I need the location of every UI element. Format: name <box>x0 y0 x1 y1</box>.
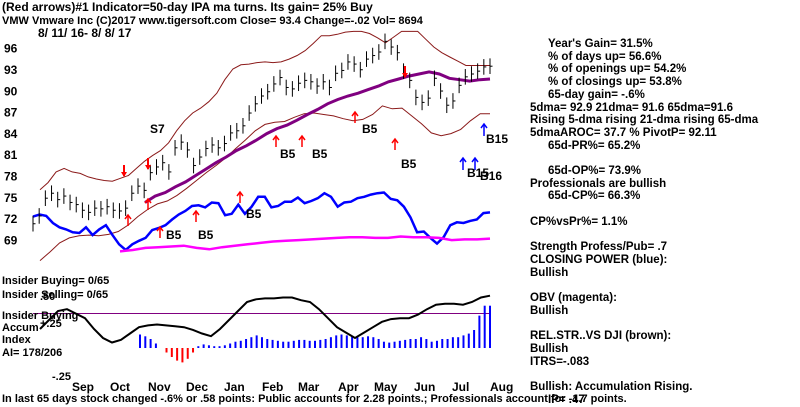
stat-line: CLOSING POWER (blue): <box>530 253 668 266</box>
stat-line: % of days up= 56.6% <box>548 50 662 63</box>
price-y-tick: 72 <box>4 212 18 226</box>
stat-line: CP%vsPr%= 1.1% <box>530 215 628 228</box>
signal-label: B5 <box>362 122 378 136</box>
insider-selling-label: Insider Selling= 0/65 <box>2 289 108 301</box>
date-range: 8/ 11/ 16- 8/ 8/ 17 <box>38 26 132 40</box>
accum-y-tick: -.25 <box>52 371 71 383</box>
x-axis-month: Dec <box>186 380 208 394</box>
price-y-tick: 87 <box>4 106 18 120</box>
stat-line: 65d-PR%= 65.2% <box>548 139 641 152</box>
closing-power-line <box>32 191 491 252</box>
stat-line: Bullish: Accumulation Rising. <box>530 380 693 393</box>
signal-label: B5 <box>401 157 417 171</box>
chart-header-line1: (Red arrows)#1 Indicator=50-day IPA ma t… <box>2 0 373 14</box>
blue-buy-arrow-head <box>471 156 479 163</box>
x-axis-month: Apr <box>338 380 359 394</box>
stat-line: IP= .47 <box>548 393 585 406</box>
blue-buy-arrow-head <box>480 122 488 129</box>
blue-buy-arrow-head <box>459 156 467 163</box>
signal-label: B16 <box>480 169 502 183</box>
chart-header-line2: VMW Vmware Inc (C)2017 www.tigersoft.com… <box>2 15 424 27</box>
x-axis-month: Sep <box>72 380 94 394</box>
stat-line: Professionals are bullish <box>530 177 667 190</box>
stat-line: 5dmaAROC= 37.7 % PivotP= 92.11 <box>530 126 717 139</box>
stat-line: % of closings up= 53.8% <box>548 76 682 89</box>
lower-band-line <box>39 105 490 261</box>
price-y-tick: 81 <box>4 148 18 162</box>
red-sell-arrow-head <box>402 73 408 78</box>
x-axis-month: Jul <box>452 380 469 394</box>
red-buy-arrow-head <box>236 190 244 197</box>
red-buy-arrow-head <box>351 110 359 117</box>
red-buy-arrow-head <box>124 213 132 220</box>
accum-y-tick: +.25 <box>40 318 62 330</box>
signal-label: B5 <box>246 207 262 221</box>
red-sell-arrow-head <box>121 172 127 177</box>
stat-line: 65d-CP%= 66.3% <box>548 190 641 203</box>
stat-line: Rising 5-dma rising 21-dma rising 65-dma <box>530 114 759 127</box>
ai-label: AI= 178/206 <box>2 347 62 359</box>
price-y-tick: 78 <box>4 169 18 183</box>
price-y-tick: 96 <box>4 42 18 56</box>
signal-label: B15 <box>467 166 489 180</box>
stat-line: Strength Profess/Pub= .7 <box>530 241 668 254</box>
signal-label: B5 <box>280 147 296 161</box>
x-axis-month: Jan <box>224 380 245 394</box>
obv-line <box>119 235 491 253</box>
accum-index-line <box>39 294 491 344</box>
stat-line: 5dma= 92.9 21dma= 91.6 65dma=91.6 <box>530 101 733 114</box>
red-buy-arrow-head <box>192 209 200 216</box>
accum-y-tick: .50 <box>40 291 55 303</box>
price-y-tick: 84 <box>4 127 18 141</box>
red-buy-arrow-head <box>144 197 152 204</box>
red-buy-arrow-head <box>391 137 399 144</box>
x-axis-month: Jun <box>414 380 435 394</box>
price-y-tick: 90 <box>4 84 18 98</box>
x-axis-month: Mar <box>298 380 320 394</box>
signal-label: B5 <box>198 228 214 242</box>
footer-text: In last 65 days stock changed -.6% or .5… <box>2 393 627 405</box>
stat-line: REL.STR..VS DJI (brown): <box>530 330 672 343</box>
price-y-tick: 75 <box>4 191 18 205</box>
x-axis-month: Oct <box>110 380 130 394</box>
x-axis-month: Aug <box>490 380 513 394</box>
x-axis-month: Nov <box>148 380 171 394</box>
price-y-tick: 69 <box>4 233 18 247</box>
stat-line: Bullish <box>530 304 569 317</box>
stat-line: 65d-OP%= 73.9% <box>548 165 642 177</box>
stat-line: 65-day gain= -.6% <box>548 88 645 101</box>
accum-label-3: Index <box>2 334 32 346</box>
red-buy-arrow-head <box>298 134 306 141</box>
x-axis-month: Feb <box>262 380 283 394</box>
red-buy-arrow-head <box>156 225 164 232</box>
ma65-line <box>144 70 491 204</box>
stat-line: Year's Gain= 31.5% <box>548 38 653 50</box>
x-axis: Sep Oct Nov Dec Jan Feb Mar Apr May Jun Jul Aug <box>72 380 513 394</box>
stat-line: OBV (magenta): <box>530 292 617 304</box>
signal-label: B5 <box>166 228 182 242</box>
accumulation-panel: .50 +.25 -.25 <box>33 291 491 383</box>
signal-label: S7 <box>150 122 165 136</box>
stat-line: Bullish <box>530 266 569 279</box>
accum-label-1: Insider Buying <box>2 310 78 322</box>
price-y-tick: 93 <box>4 63 18 77</box>
stat-line: ITRS=-.083 <box>530 355 590 368</box>
x-axis-month: May <box>374 380 398 394</box>
red-sell-arrow-head <box>145 165 151 170</box>
upper-band-line <box>39 30 490 191</box>
signal-label: B5 <box>312 147 328 161</box>
stat-line: Bullish <box>530 342 569 355</box>
insider-buying-label: Insider Buying= 0/65 <box>2 275 109 287</box>
red-buy-arrow-head <box>272 134 280 141</box>
signal-label: B15 <box>486 132 508 146</box>
stat-line: % of openings up= 54.2% <box>548 63 687 76</box>
accum-label-2: Accum <box>2 322 39 334</box>
